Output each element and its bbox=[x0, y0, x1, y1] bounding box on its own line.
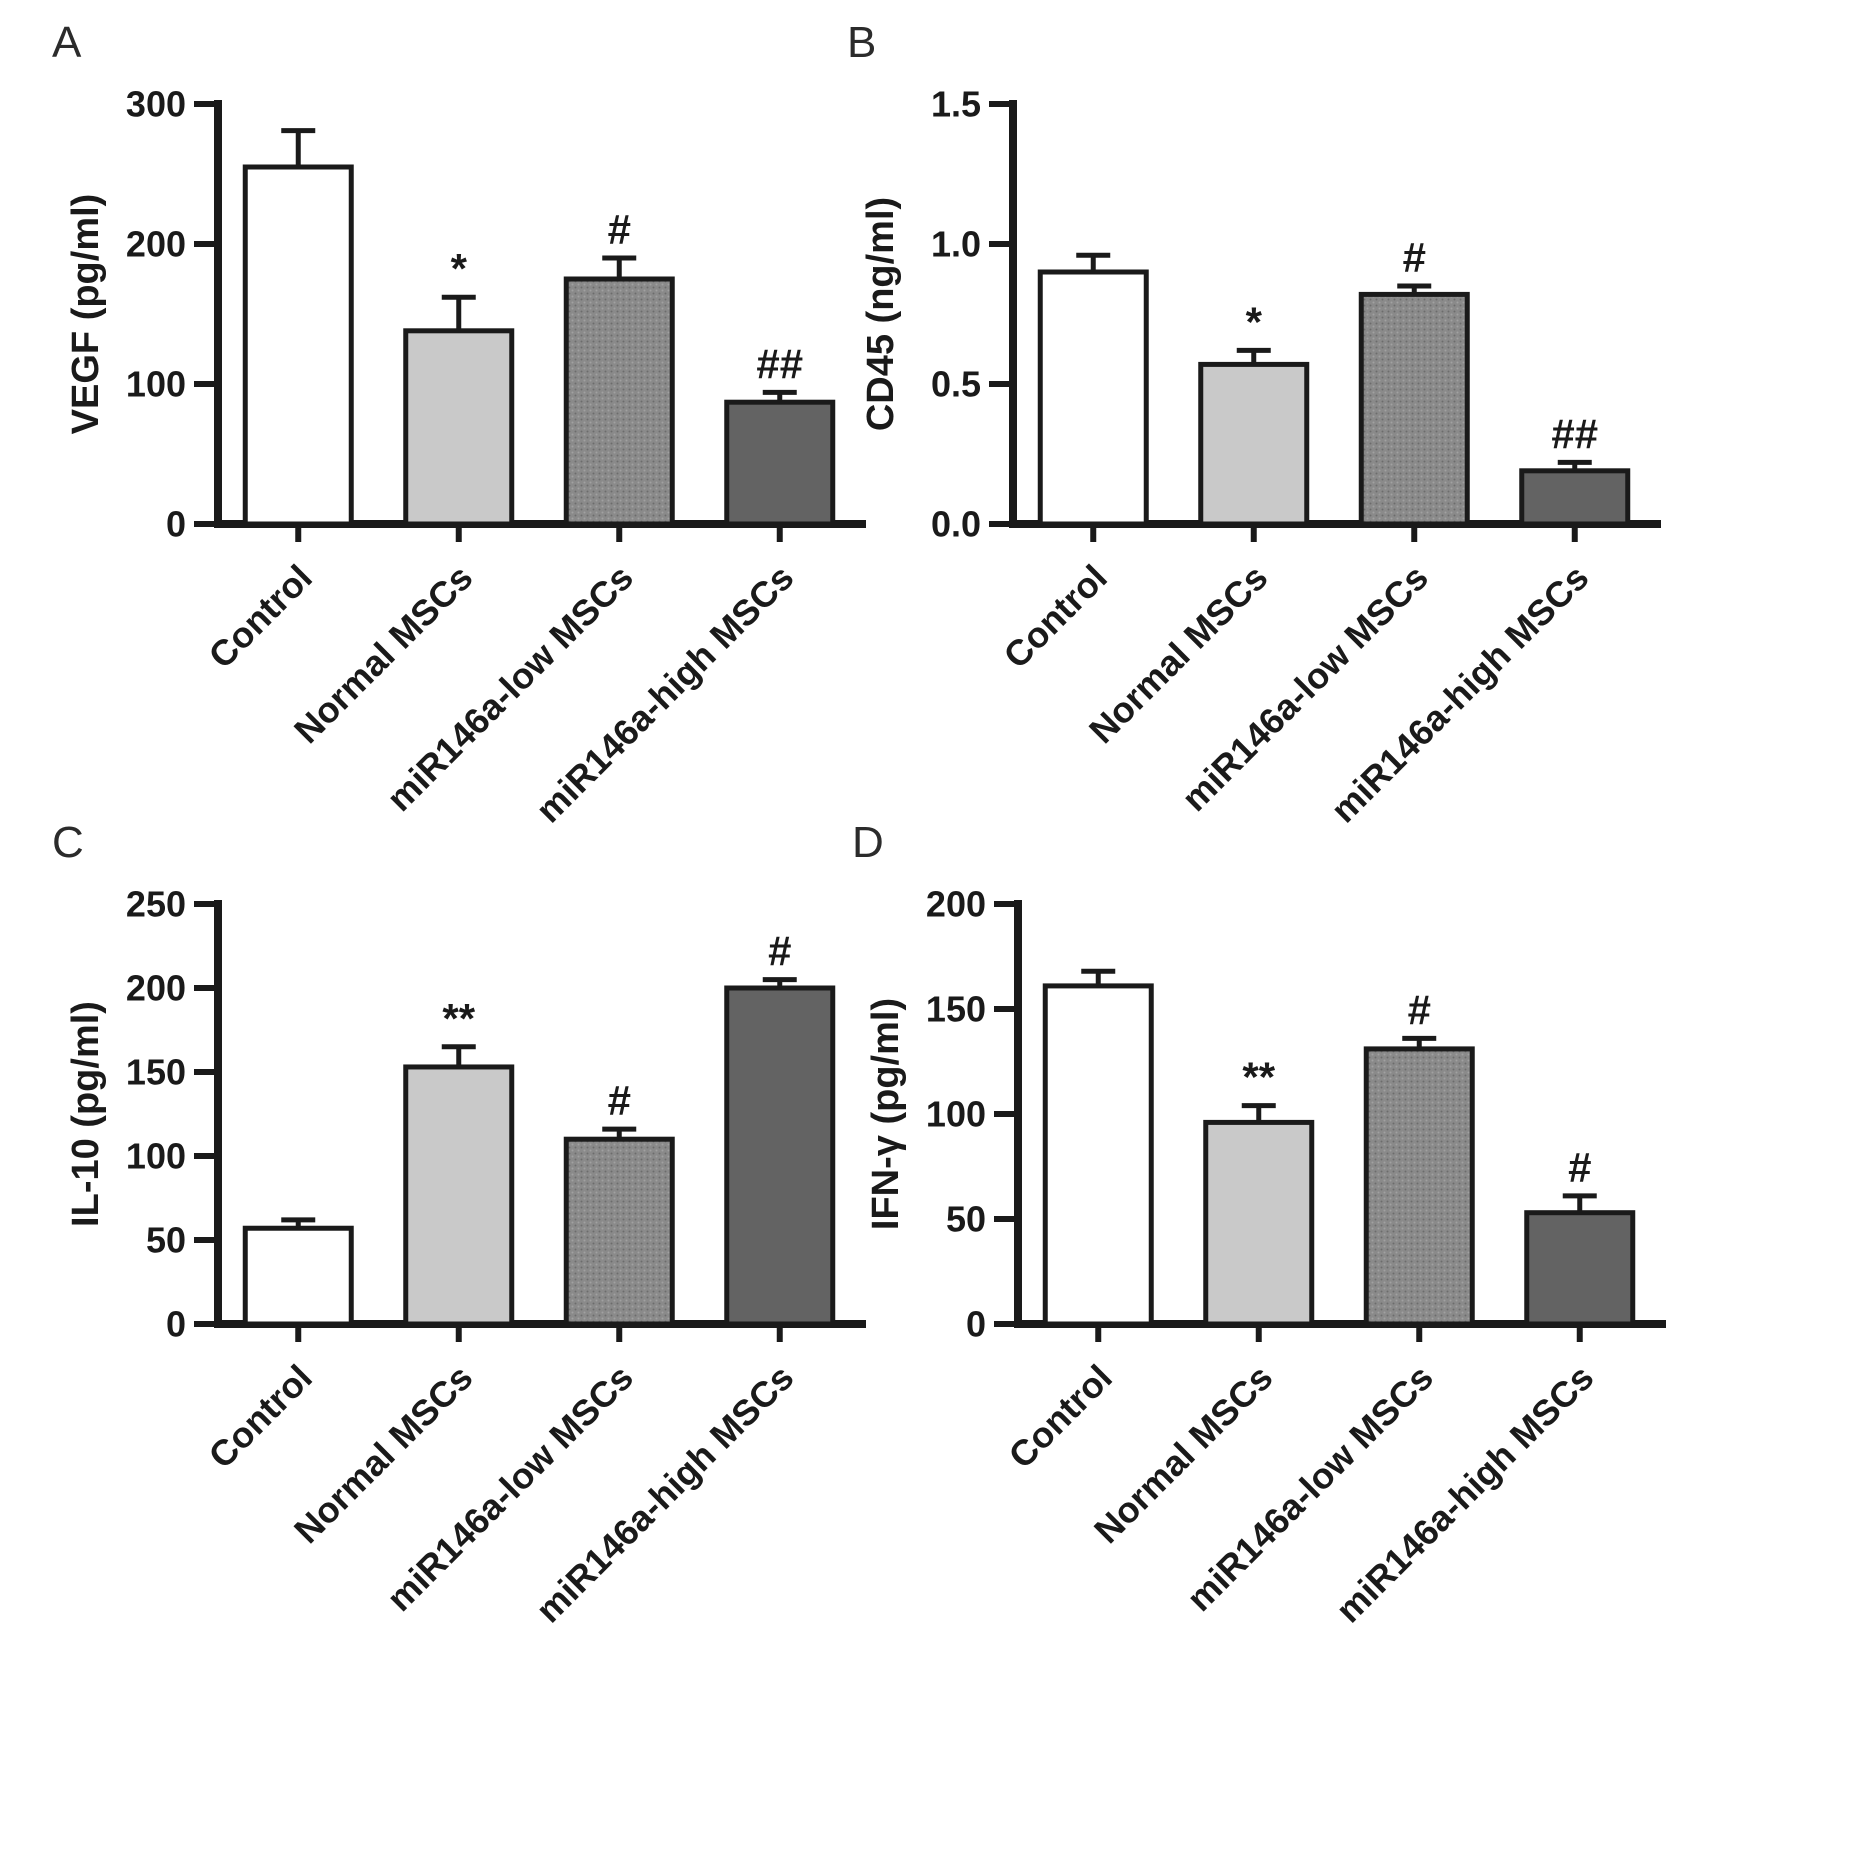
bar bbox=[563, 276, 675, 527]
y-tick-label: 50 bbox=[146, 1220, 186, 1261]
panel-c: C 0 50 100 150 200 250 IL-10 (pg/ml) Control ** N… bbox=[40, 816, 974, 1731]
bar bbox=[1042, 983, 1154, 1327]
bar bbox=[1037, 269, 1149, 527]
y-tick-label: 0 bbox=[166, 504, 186, 545]
y-tick-label: 0.0 bbox=[931, 504, 981, 545]
y-tick-label: 250 bbox=[126, 884, 186, 925]
panel-a: A 0 100 200 300 VEGF (pg/ml) Control * Normal M… bbox=[40, 16, 974, 931]
significance-marker: * bbox=[1246, 298, 1263, 345]
y-axis-label: CD45 (ng/ml) bbox=[860, 197, 902, 431]
y-tick-label: 150 bbox=[126, 1052, 186, 1093]
x-category-label: miR146a-high MSCs bbox=[1323, 557, 1597, 831]
panel-b-label: B bbox=[847, 18, 877, 67]
panel-d: D 0 50 100 150 200 IFN-γ (pg/ml) Control ** Norm… bbox=[840, 816, 1774, 1731]
bar bbox=[724, 985, 836, 1327]
y-tick-label: 100 bbox=[126, 364, 186, 405]
bar bbox=[403, 328, 515, 527]
y-tick-label: 1.5 bbox=[931, 84, 981, 125]
y-axis-label: IFN-γ (pg/ml) bbox=[865, 998, 907, 1230]
y-tick-label: 200 bbox=[126, 968, 186, 1009]
bar bbox=[403, 1064, 515, 1327]
y-tick-label: 100 bbox=[926, 1094, 986, 1135]
bar bbox=[1524, 1210, 1636, 1327]
panel-d-label: D bbox=[852, 818, 884, 867]
x-category-label: miR146a-high MSCs bbox=[528, 1357, 802, 1631]
y-tick-label: 100 bbox=[126, 1136, 186, 1177]
bar bbox=[1363, 1046, 1475, 1327]
bar bbox=[1358, 291, 1470, 527]
y-tick-label: 0 bbox=[966, 1304, 986, 1345]
panel-c-label: C bbox=[52, 818, 84, 867]
bar bbox=[563, 1136, 675, 1327]
x-category-label: Control bbox=[200, 1357, 319, 1476]
x-category-label: miR146a-high MSCs bbox=[1328, 1357, 1602, 1631]
significance-marker: # bbox=[608, 1077, 631, 1124]
panel-a-label: A bbox=[52, 18, 82, 67]
x-category-label: Control bbox=[995, 557, 1114, 676]
significance-marker: * bbox=[451, 245, 468, 292]
significance-marker: # bbox=[768, 928, 791, 975]
y-tick-label: 0.5 bbox=[931, 364, 981, 405]
y-tick-label: 1.0 bbox=[931, 224, 981, 265]
significance-marker: ## bbox=[1551, 410, 1598, 457]
x-category-label: miR146a-high MSCs bbox=[528, 557, 802, 831]
significance-marker: # bbox=[608, 206, 631, 253]
y-tick-label: 300 bbox=[126, 84, 186, 125]
y-tick-label: 50 bbox=[946, 1199, 986, 1240]
x-category-label: Control bbox=[200, 557, 319, 676]
significance-marker: ** bbox=[442, 995, 475, 1042]
y-tick-label: 200 bbox=[926, 884, 986, 925]
bar bbox=[242, 1225, 354, 1327]
panel-b: B 0.0 0.5 1.0 1.5 CD45 (ng/ml) Control * Normal… bbox=[835, 16, 1769, 931]
significance-marker: # bbox=[1403, 234, 1426, 281]
y-tick-label: 150 bbox=[926, 989, 986, 1030]
bar bbox=[1519, 468, 1631, 527]
y-axis-label: VEGF (pg/ml) bbox=[65, 194, 107, 435]
significance-marker: # bbox=[1568, 1144, 1591, 1191]
significance-marker: ## bbox=[756, 340, 803, 387]
significance-marker: # bbox=[1408, 986, 1431, 1033]
y-tick-label: 0 bbox=[166, 1304, 186, 1345]
y-tick-label: 200 bbox=[126, 224, 186, 265]
x-category-label: Control bbox=[1000, 1357, 1119, 1476]
four-panel-bar-figure: A 0 100 200 300 VEGF (pg/ml) Control * Normal M… bbox=[40, 16, 1868, 1847]
bar bbox=[1198, 361, 1310, 527]
bar bbox=[724, 399, 836, 527]
bar bbox=[1203, 1119, 1315, 1327]
y-axis-label: IL-10 (pg/ml) bbox=[65, 1001, 107, 1227]
bar bbox=[242, 164, 354, 527]
significance-marker: ** bbox=[1242, 1054, 1275, 1101]
